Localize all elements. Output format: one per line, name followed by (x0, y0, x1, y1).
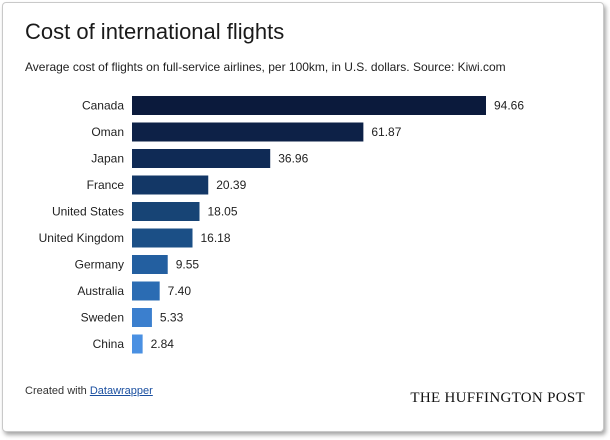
value-label: 5.33 (160, 311, 184, 325)
category-label: Canada (82, 99, 124, 113)
value-label: 9.55 (176, 258, 200, 272)
bar (132, 122, 364, 142)
category-label: Japan (91, 152, 124, 166)
bar (132, 228, 193, 248)
category-label: China (93, 337, 125, 351)
bar (132, 202, 200, 221)
bar-chart: Canada 94.66 Oman 61.87 Japan 36.96 France 20.3… (39, 96, 524, 354)
bar (132, 281, 160, 301)
publisher-logo: THE HUFFINGTON POST (410, 390, 585, 406)
value-label: 7.40 (168, 284, 192, 298)
created-with-label: Created with (25, 385, 87, 397)
datawrapper-link[interactable]: Datawrapper (89, 385, 153, 397)
category-label: Oman (91, 125, 124, 139)
bar (132, 149, 271, 168)
value-label: 20.39 (216, 178, 246, 192)
value-label: 61.87 (371, 125, 401, 139)
chart-card: Cost of international flights Average co… (2, 2, 604, 432)
bar (132, 96, 486, 115)
bar (132, 308, 152, 327)
category-label: Germany (75, 258, 124, 272)
category-label: United Kingdom (39, 231, 124, 245)
bar (132, 255, 168, 274)
footer-credit: Created with Datawrapper (25, 385, 153, 397)
bar (132, 334, 143, 354)
value-label: 18.05 (208, 205, 238, 219)
value-label: 36.96 (278, 152, 308, 166)
category-label: United States (52, 205, 124, 219)
chart-subtitle: Average cost of flights on full-service … (25, 60, 506, 74)
value-label: 94.66 (494, 99, 524, 113)
category-label: Australia (77, 284, 124, 298)
value-label: 16.18 (201, 231, 231, 245)
chart-title: Cost of international flights (25, 19, 285, 44)
value-label: 2.84 (151, 337, 175, 351)
category-label: France (87, 178, 125, 192)
category-label: Sweden (81, 311, 124, 325)
bar (132, 175, 209, 195)
